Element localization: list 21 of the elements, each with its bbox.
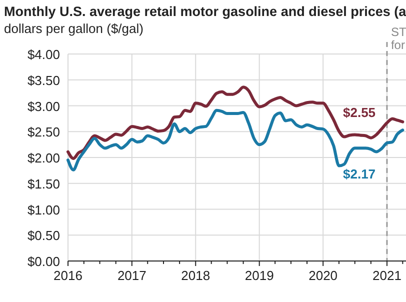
chart-subtitle: dollars per gallon ($/gal) xyxy=(4,21,144,36)
data-label: $2.55 xyxy=(343,105,376,120)
y-tick-label: $1.00 xyxy=(27,202,60,218)
y-tick-label: $0.50 xyxy=(27,228,60,244)
x-tick-label: 2017 xyxy=(117,268,146,283)
x-tick-label: 2021 xyxy=(372,268,402,283)
y-tick-label: $2.00 xyxy=(27,150,60,166)
y-tick-label: $4.00 xyxy=(27,47,60,62)
y-tick-label: $0.00 xyxy=(27,254,60,269)
y-tick-label: $2.50 xyxy=(27,124,60,140)
ref-line-label: ST for xyxy=(390,25,406,52)
x-tick-label: 2020 xyxy=(308,268,338,283)
chart-title: Monthly U.S. average retail motor gasoline and diesel prices (a xyxy=(4,4,406,19)
y-tick-label: $3.50 xyxy=(27,72,60,88)
x-tick-label: 2019 xyxy=(244,268,274,283)
y-tick-label: $1.50 xyxy=(27,176,60,192)
y-tick-label: $3.00 xyxy=(27,98,60,114)
line-series xyxy=(66,86,404,160)
x-tick-label: 2018 xyxy=(181,268,210,283)
x-tick-label: 2016 xyxy=(54,268,82,283)
data-label: $2.17 xyxy=(343,166,376,182)
